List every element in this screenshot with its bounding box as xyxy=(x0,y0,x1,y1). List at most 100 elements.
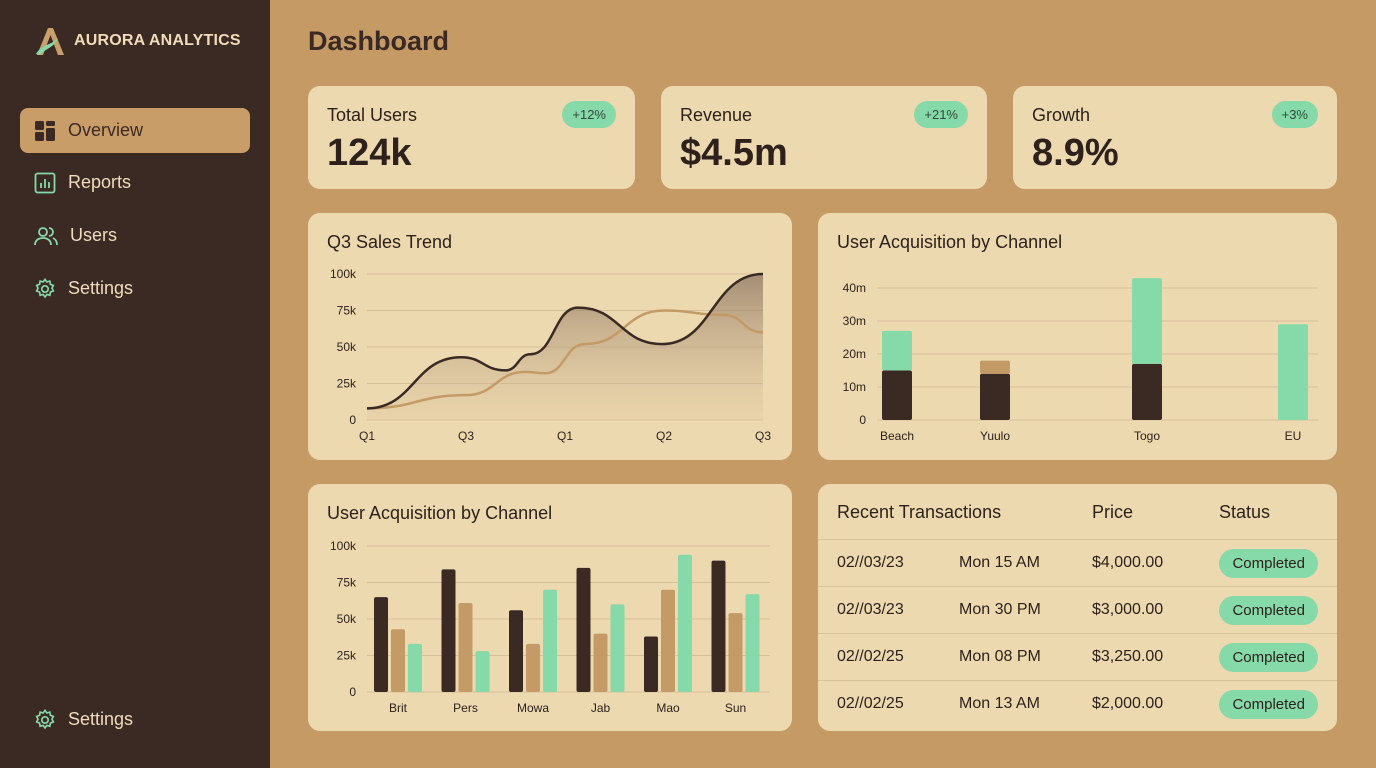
bar-segment xyxy=(882,330,912,371)
x-tick-label: EU xyxy=(1285,429,1302,443)
stat-card-revenue: Revenue $4.5m +21% xyxy=(661,86,987,189)
bar xyxy=(576,567,591,692)
grid-icon xyxy=(35,120,55,141)
price-cell: $3,250.00 xyxy=(1092,648,1164,665)
bar xyxy=(475,651,490,692)
users-icon xyxy=(34,226,58,245)
acquisition-grouped-card: User Acquisition by Channel 0 25k 50k 75k 10… xyxy=(308,484,792,731)
bar-segment xyxy=(1132,363,1162,420)
stat-label: Growth xyxy=(1032,105,1091,125)
column-header-price: Price xyxy=(1092,502,1134,522)
table-row[interactable]: 02//03/23 Mon 30 PM $3,000.00 Completed xyxy=(818,586,1337,633)
x-tick-label: Q3 xyxy=(458,429,474,443)
bar xyxy=(526,643,540,692)
gear-icon xyxy=(35,277,55,298)
stat-value: $4.5m xyxy=(680,132,788,174)
status-badge: Completed xyxy=(1219,596,1318,625)
stat-card-total-users: Total Users 124k +12% xyxy=(308,86,635,189)
gear-icon xyxy=(35,708,55,729)
change-badge: +12% xyxy=(562,101,616,128)
time-cell: Mon 08 PM xyxy=(959,648,1041,665)
bar xyxy=(728,613,743,692)
sidebar-item-reports[interactable]: Reports xyxy=(20,160,250,205)
sidebar: AURORA ANALYTICS Overview Reports Users … xyxy=(0,0,270,768)
table-row[interactable]: 02//03/23 Mon 15 AM $4,000.00 Completed xyxy=(818,539,1337,586)
sidebar-item-settings[interactable]: Settings xyxy=(20,266,250,311)
chart-title: User Acquisition by Channel xyxy=(837,232,1063,252)
time-cell: Mon 13 AM xyxy=(959,695,1040,712)
stat-label: Revenue xyxy=(680,105,753,125)
status-badge: Completed xyxy=(1219,643,1318,672)
sidebar-footer-settings[interactable]: Settings xyxy=(20,697,250,742)
y-tick-label: 25k xyxy=(337,377,357,391)
y-tick-label: 0 xyxy=(349,413,356,427)
bar xyxy=(644,636,658,692)
sales-trend-card: Q3 Sales Trend 0 25k 50k 75k 100k Q1 Q3 Q1 Q2 Q3 xyxy=(308,213,792,460)
bar-segment xyxy=(882,370,912,420)
stat-value: 124k xyxy=(327,132,412,174)
stat-value: 8.9% xyxy=(1032,132,1119,174)
bar xyxy=(391,629,405,692)
aurora-logo-icon xyxy=(36,28,64,55)
table-row[interactable]: 02//02/25 Mon 13 AM $2,000.00 Completed xyxy=(818,680,1337,727)
bar-segment xyxy=(1278,324,1308,420)
y-tick-label: 40m xyxy=(843,281,866,295)
y-tick-label: 75k xyxy=(337,304,357,318)
x-tick-label: Pers xyxy=(453,701,478,715)
x-tick-label: Q1 xyxy=(359,429,375,443)
status-badge: Completed xyxy=(1219,690,1318,719)
acquisition-stacked-chart: 0 10m 20m 30m 40m Beach Yuulo Togo EU xyxy=(843,278,1318,443)
bar-segment xyxy=(980,373,1010,420)
y-tick-label: 75k xyxy=(337,576,357,590)
sidebar-item-label: Overview xyxy=(68,120,144,140)
bar xyxy=(661,589,675,692)
bar xyxy=(509,610,523,692)
time-cell: Mon 15 AM xyxy=(959,554,1040,571)
change-badge: +21% xyxy=(914,101,968,128)
column-header-status: Status xyxy=(1219,502,1271,522)
sidebar-item-label: Reports xyxy=(68,172,132,192)
bar xyxy=(711,560,726,692)
x-tick-label: Brit xyxy=(389,701,408,715)
x-tick-label: Q3 xyxy=(755,429,771,443)
brand-logo[interactable]: AURORA ANALYTICS xyxy=(34,26,241,56)
bar xyxy=(745,594,760,692)
price-cell: $3,000.00 xyxy=(1092,601,1164,618)
y-tick-label: 30m xyxy=(843,314,866,328)
bar xyxy=(374,597,388,692)
y-tick-label: 20m xyxy=(843,347,866,361)
y-tick-label: 50k xyxy=(337,340,357,354)
bar-segment xyxy=(980,360,1010,374)
sidebar-item-overview[interactable]: Overview xyxy=(20,108,250,153)
sidebar-item-label: Users xyxy=(70,225,118,245)
acquisition-stacked-card: User Acquisition by Channel 0 10m 20m 30m 40… xyxy=(818,213,1337,460)
x-tick-label: Beach xyxy=(880,429,914,443)
date-cell: 02//03/23 xyxy=(837,601,904,618)
bar xyxy=(610,604,625,692)
y-tick-label: 0 xyxy=(349,685,356,699)
page-title: Dashboard xyxy=(308,26,450,56)
x-tick-label: Jab xyxy=(591,701,611,715)
sales-trend-chart: 0 25k 50k 75k 100k Q1 Q3 Q1 Q2 Q3 xyxy=(330,267,771,443)
x-tick-label: Q1 xyxy=(557,429,573,443)
stat-card-growth: Growth 8.9% +3% xyxy=(1013,86,1337,189)
change-badge: +3% xyxy=(1271,101,1318,128)
sidebar-item-users[interactable]: Users xyxy=(20,213,250,258)
sidebar-item-label: Settings xyxy=(68,278,134,298)
acquisition-grouped-chart: 0 25k 50k 75k 100k Brit Pers Mowa Jab Mao Sun xyxy=(330,539,770,715)
bar xyxy=(543,589,557,692)
date-cell: 02//02/25 xyxy=(837,695,904,712)
y-tick-label: 10m xyxy=(843,380,866,394)
transactions-card: Recent Transactions Price Status 02//03/… xyxy=(818,484,1337,731)
y-tick-label: 25k xyxy=(337,649,357,663)
x-tick-label: Yuulo xyxy=(980,429,1010,443)
y-tick-label: 0 xyxy=(859,413,866,427)
area-fill xyxy=(367,274,763,420)
price-cell: $2,000.00 xyxy=(1092,695,1164,712)
bar xyxy=(408,643,422,692)
table-row[interactable]: 02//02/25 Mon 08 PM $3,250.00 Completed xyxy=(818,633,1337,680)
brand-name: AURORA ANALYTICS xyxy=(74,32,241,49)
x-tick-label: Mowa xyxy=(517,701,549,715)
chart-title: User Acquisition by Channel xyxy=(327,503,553,523)
bar xyxy=(441,569,456,692)
